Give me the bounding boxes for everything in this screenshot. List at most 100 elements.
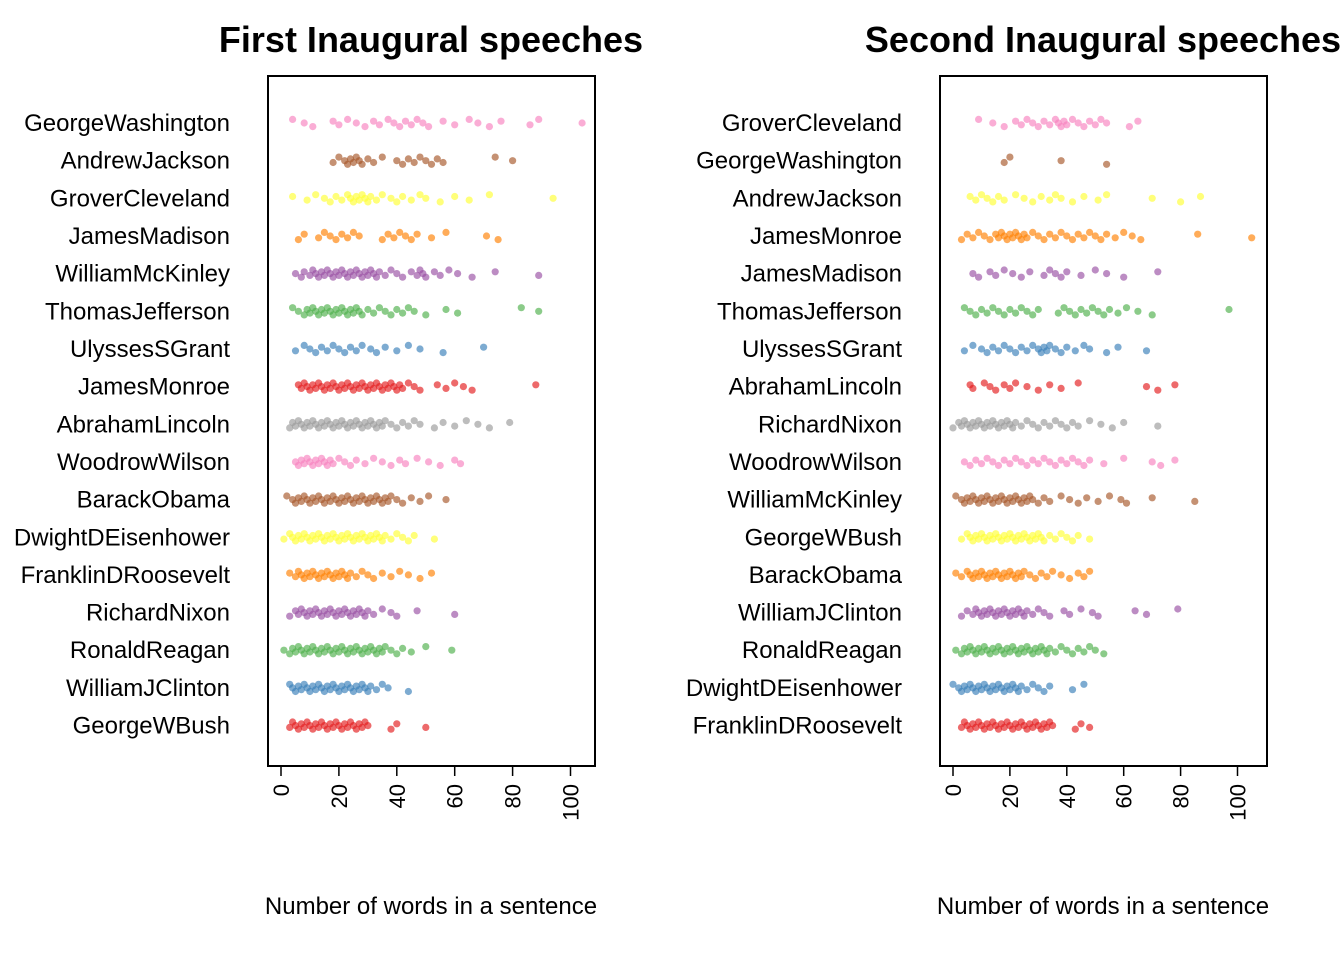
data-point	[387, 194, 395, 202]
data-point	[1177, 198, 1185, 206]
data-point	[535, 115, 543, 123]
data-point	[320, 648, 328, 656]
x-tick-label: 0	[941, 784, 966, 796]
data-point	[1040, 271, 1048, 279]
data-point	[413, 271, 421, 279]
data-point	[1043, 573, 1051, 581]
data-point	[1063, 232, 1071, 240]
data-point	[358, 567, 366, 575]
data-point	[966, 424, 974, 432]
data-point	[1017, 121, 1025, 129]
data-point	[381, 271, 389, 279]
data-point	[381, 417, 389, 425]
data-point	[1077, 605, 1085, 613]
data-point	[384, 115, 392, 123]
data-point	[410, 158, 418, 167]
data-point	[1100, 650, 1108, 658]
data-point	[300, 341, 308, 349]
data-point	[407, 236, 415, 244]
data-point	[332, 192, 340, 201]
data-point	[326, 686, 334, 694]
data-point	[1029, 723, 1037, 732]
data-point	[352, 725, 360, 733]
data-point	[1012, 418, 1020, 427]
data-point	[451, 456, 459, 464]
data-point	[448, 646, 456, 654]
data-point	[975, 115, 983, 123]
data-point	[1094, 307, 1102, 315]
data-point	[309, 123, 317, 131]
data-point	[1063, 424, 1071, 432]
data-point	[401, 232, 410, 240]
category-label: AbrahamLincoln	[57, 411, 230, 438]
data-point	[994, 192, 1003, 201]
data-point	[966, 307, 974, 315]
x-tick-label: 40	[1055, 784, 1080, 808]
data-point	[329, 574, 337, 583]
data-point	[1117, 496, 1125, 504]
data-point	[966, 192, 974, 201]
data-point	[969, 384, 977, 392]
data-point	[1029, 650, 1037, 658]
data-point	[972, 456, 980, 464]
data-point	[407, 196, 415, 204]
data-point	[474, 420, 482, 428]
data-point	[1034, 305, 1042, 314]
data-point	[960, 304, 969, 312]
data-point	[306, 386, 314, 394]
data-point	[300, 424, 308, 432]
data-point	[436, 271, 444, 279]
data-point	[1074, 230, 1082, 238]
data-point	[422, 311, 430, 319]
data-point	[485, 123, 493, 131]
data-point	[1000, 266, 1008, 274]
data-point	[372, 349, 381, 357]
data-point	[393, 305, 401, 314]
data-point	[341, 686, 349, 694]
data-point	[439, 418, 447, 427]
data-point	[378, 605, 386, 613]
panel-first-inaugural: First Inaugural speeches GeorgeWashingto…	[14, 19, 643, 920]
data-point	[465, 196, 473, 204]
data-point	[1091, 121, 1099, 129]
data-point	[1057, 157, 1065, 165]
data-point	[430, 535, 438, 543]
data-point	[1100, 311, 1108, 319]
data-point	[1154, 386, 1162, 394]
data-point	[387, 535, 395, 543]
data-point	[1029, 198, 1037, 206]
data-point	[396, 456, 404, 464]
category-label: ThomasJefferson	[45, 298, 230, 325]
data-point	[378, 569, 386, 577]
data-point	[963, 607, 971, 615]
data-point	[315, 424, 323, 432]
data-point	[338, 230, 346, 238]
data-point	[972, 723, 980, 732]
data-point	[1068, 537, 1077, 545]
data-point	[335, 537, 343, 545]
data-point	[436, 198, 444, 206]
data-point	[966, 725, 974, 733]
category-label: GeorgeWBush	[73, 713, 230, 740]
data-point	[1057, 384, 1065, 392]
panel-second-inaugural: Second Inaugural speeches GroverClevelan…	[686, 19, 1341, 920]
data-point	[286, 569, 294, 577]
data-point	[494, 236, 502, 244]
data-point	[399, 418, 407, 427]
data-point	[1094, 612, 1102, 620]
data-point	[335, 499, 343, 507]
data-point	[1068, 418, 1077, 427]
data-point	[1105, 305, 1114, 314]
data-point	[349, 158, 357, 167]
data-point	[422, 157, 430, 165]
data-point	[1017, 343, 1025, 351]
data-point	[416, 574, 424, 583]
data-point	[393, 496, 401, 504]
data-point	[349, 499, 357, 507]
data-point	[320, 537, 328, 545]
data-point	[1148, 494, 1156, 502]
data-point	[1040, 494, 1048, 502]
data-point	[1114, 309, 1122, 317]
data-point	[390, 234, 398, 242]
data-point	[358, 273, 366, 281]
